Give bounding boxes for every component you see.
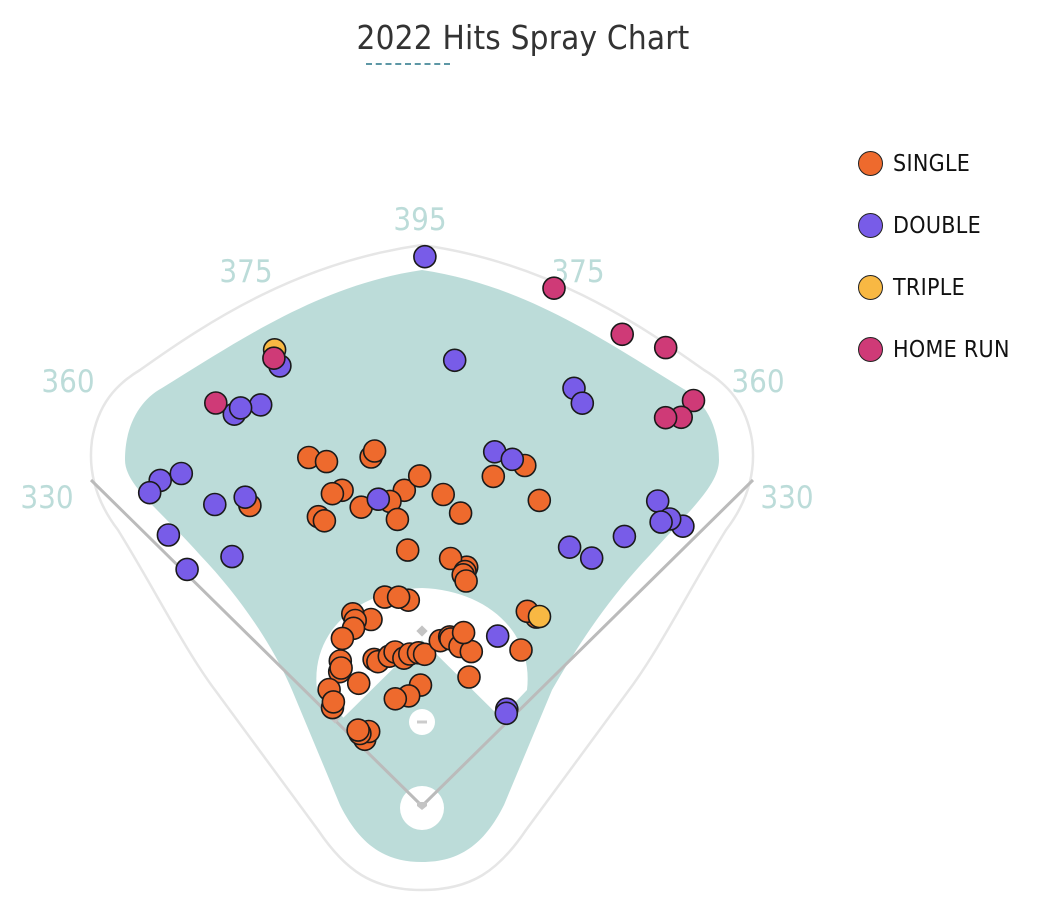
hit-point-double <box>557 535 582 560</box>
legend-item-single: SINGLE <box>858 148 1010 179</box>
chart-title: 2022 Hits Spray Chart <box>356 18 690 57</box>
legend-item-double: DOUBLE <box>858 210 1010 241</box>
hit-point-double <box>442 348 467 373</box>
outfield-grass <box>125 270 719 862</box>
hit-point-double <box>233 485 257 510</box>
home-plate <box>417 802 427 810</box>
hit-point-triple <box>527 604 552 629</box>
legend-label: HOME RUN <box>893 336 1010 363</box>
hit-point-single <box>346 718 370 742</box>
hit-point-home-run <box>542 276 566 301</box>
second-base <box>416 625 428 637</box>
right-foul-line <box>420 478 755 808</box>
legend-label: TRIPLE <box>893 274 965 301</box>
hit-point-single <box>481 464 506 489</box>
hit-point-single <box>330 626 355 651</box>
hit-point-double <box>137 480 162 505</box>
left-foul-line <box>89 478 424 808</box>
hit-point-double <box>413 244 437 269</box>
hit-points <box>137 244 706 752</box>
hit-point-single <box>329 656 353 680</box>
hit-point-double <box>485 624 510 648</box>
legend-item-home-run: HOME RUN <box>858 334 1010 365</box>
hit-point-single <box>314 449 339 474</box>
hit-point-single <box>385 507 410 532</box>
hit-point-double <box>248 393 273 417</box>
legend-swatch <box>858 337 883 362</box>
hit-point-single <box>407 464 432 488</box>
distance-label-center: 395 <box>393 202 446 238</box>
pitchers-rubber <box>417 720 427 724</box>
title-underline <box>366 63 450 65</box>
distance-label-right-field: 360 <box>731 364 784 400</box>
legend-swatch <box>858 213 883 238</box>
hit-point-double <box>156 523 181 547</box>
hit-point-home-run <box>204 391 228 415</box>
hit-point-home-run <box>653 405 678 430</box>
hit-point-single <box>320 481 345 506</box>
hit-point-single <box>457 665 481 689</box>
hit-point-double <box>169 461 194 486</box>
hit-point-double <box>494 701 519 726</box>
hit-point-home-run <box>610 322 635 347</box>
legend-swatch <box>858 151 883 176</box>
hit-point-single <box>527 488 552 513</box>
hit-point-double <box>366 487 391 512</box>
hit-point-home-run <box>262 346 286 371</box>
hit-point-single <box>509 638 533 662</box>
hit-point-single <box>431 482 456 507</box>
hit-point-single <box>312 508 337 533</box>
hit-point-single <box>346 671 371 696</box>
hit-point-single <box>383 686 408 711</box>
legend-label: SINGLE <box>893 150 971 177</box>
legend-swatch <box>858 275 883 300</box>
hit-point-double <box>500 447 525 472</box>
hit-point-single <box>395 538 420 562</box>
legend-label: DOUBLE <box>893 212 981 239</box>
hit-point-single <box>412 642 437 667</box>
hit-point-double <box>220 544 244 569</box>
hit-point-home-run <box>681 388 706 413</box>
hit-point-double <box>570 391 595 416</box>
distance-label-left-line: 330 <box>20 480 73 516</box>
hit-point-single <box>454 569 478 593</box>
hit-point-home-run <box>653 335 678 360</box>
hit-point-single <box>451 620 476 645</box>
hit-point-double <box>649 510 673 534</box>
hit-point-double <box>228 396 253 420</box>
hit-point-single <box>386 585 411 610</box>
hit-point-double <box>175 557 199 582</box>
hit-point-double <box>612 524 637 549</box>
legend: SINGLE DOUBLE TRIPLE HOME RUN <box>858 148 1010 396</box>
distance-label-right-line: 330 <box>760 480 813 516</box>
hit-point-single <box>362 439 387 463</box>
distance-label-left-center: 375 <box>219 254 272 290</box>
legend-item-triple: TRIPLE <box>858 272 1010 303</box>
hit-point-single <box>448 501 473 525</box>
hit-point-single <box>321 690 346 714</box>
hit-point-double <box>579 546 604 570</box>
hit-point-double <box>203 492 227 517</box>
distance-label-left-field: 360 <box>41 364 94 400</box>
